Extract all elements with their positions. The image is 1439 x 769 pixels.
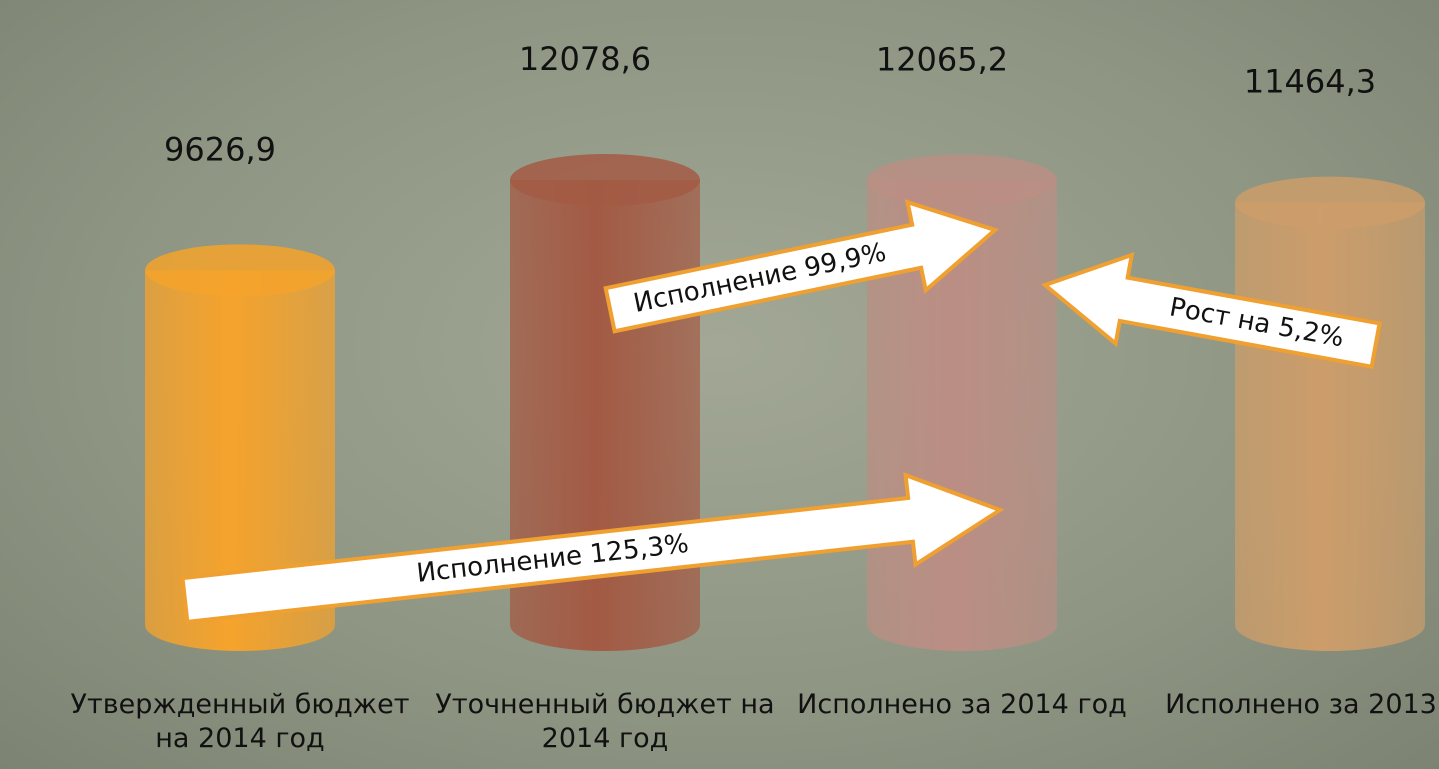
arrow: Исполнение 125,3% xyxy=(180,472,1005,625)
cylinder xyxy=(145,270,335,651)
category-label: Исполнено за 2014 год xyxy=(797,689,1127,720)
arrow-shape xyxy=(1040,252,1382,370)
value-label: 9626,9 xyxy=(164,130,276,168)
cylinder-top xyxy=(1235,176,1425,229)
value-label: 12078,6 xyxy=(519,40,651,78)
category-label: Уточненный бюджет на 2014 год xyxy=(435,689,775,754)
arrow-shape xyxy=(603,199,999,334)
value-label: 11464,3 xyxy=(1244,63,1376,101)
cylinder-top xyxy=(510,154,700,206)
cylinder-top xyxy=(867,154,1057,207)
arrow-shape xyxy=(180,472,1005,625)
cylinder-top xyxy=(145,244,335,297)
category-label: Исполнено за 2013 год xyxy=(1165,689,1439,720)
value-label: 12065,2 xyxy=(876,40,1008,78)
cylinder xyxy=(1235,202,1425,651)
category-label: Утвержденный бюджет на 2014 год xyxy=(70,689,410,754)
